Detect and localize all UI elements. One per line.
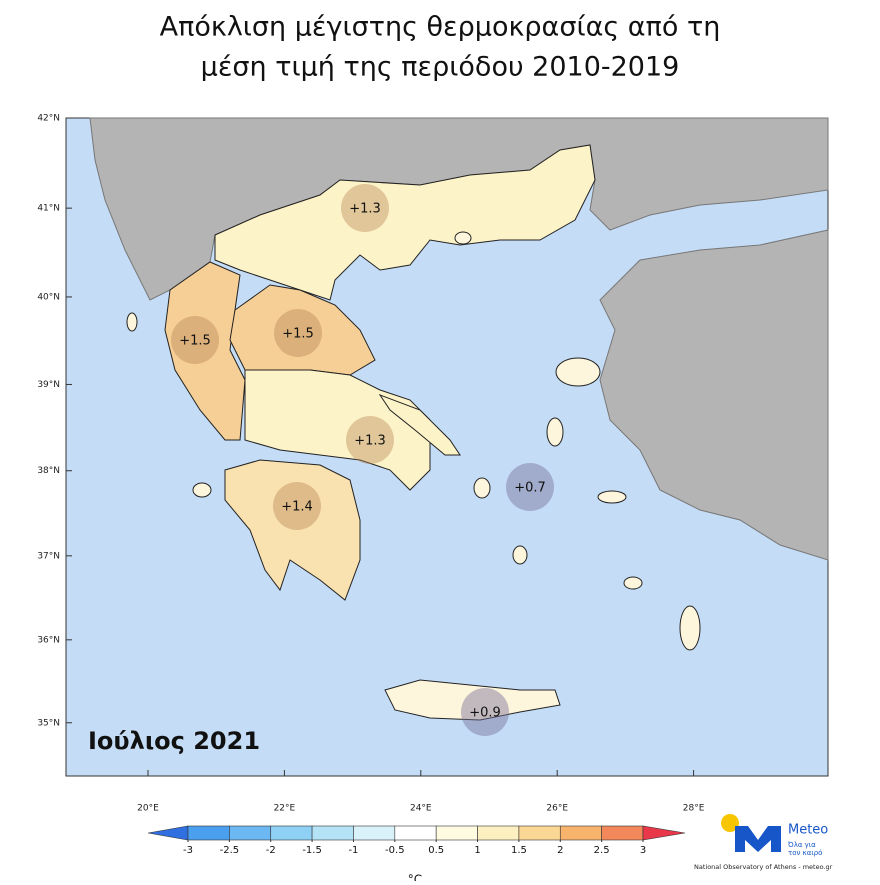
region-label: +1.4 bbox=[281, 500, 313, 515]
lat-tick-label: 41°N bbox=[37, 204, 60, 214]
colorbar-tick-label: -0.5 bbox=[385, 845, 405, 856]
colorbar-bin bbox=[270, 825, 313, 841]
logo-sun bbox=[721, 814, 739, 832]
colorbar-bin bbox=[394, 825, 437, 841]
island bbox=[512, 545, 528, 565]
peloponnese bbox=[224, 459, 361, 601]
colorbar-tick-label: -1.5 bbox=[302, 845, 322, 856]
logo-m bbox=[735, 826, 781, 852]
title-line: μέση τιμή της περιόδου 2010-2019 bbox=[201, 52, 680, 83]
logo-slogan: τον καιρό bbox=[788, 849, 822, 857]
colorbar-unit: °C bbox=[408, 873, 422, 882]
region-bubble bbox=[506, 463, 554, 511]
colorbar: -3 -2.5 -2 -1.5 -1 -0.5 0.5 1 1.5 2 2.5 3 °C bbox=[147, 825, 686, 885]
colorbar-bin bbox=[229, 825, 272, 841]
island bbox=[473, 477, 491, 499]
island bbox=[623, 576, 643, 590]
logo: Meteo Όλα για τον καιρό National Observa… bbox=[694, 814, 833, 871]
region-label: +1.5 bbox=[179, 334, 211, 349]
logo-slogan: Όλα για bbox=[787, 841, 816, 849]
colorbar-bin bbox=[435, 825, 478, 841]
colorbar-tick-label: -2.5 bbox=[220, 845, 240, 856]
colorbar-tick-label: -1 bbox=[348, 845, 358, 856]
colorbar-tick-label: 1.5 bbox=[511, 845, 527, 856]
island bbox=[546, 417, 564, 447]
region-bubble bbox=[461, 688, 509, 736]
region-label: +1.3 bbox=[349, 202, 381, 217]
colorbar-bin bbox=[353, 825, 396, 841]
colorbar-bin bbox=[601, 825, 644, 841]
region-label: +0.7 bbox=[514, 481, 546, 496]
colorbar-bin bbox=[559, 825, 602, 841]
colorbar-bin bbox=[518, 825, 561, 841]
lat-tick-label: 38°N bbox=[37, 466, 60, 476]
lat-tick-label: 39°N bbox=[37, 380, 60, 390]
island bbox=[192, 482, 212, 498]
island bbox=[555, 357, 601, 387]
lon-tick-label: 26°E bbox=[546, 804, 568, 814]
lat-tick-label: 42°N bbox=[37, 114, 60, 124]
region-label: +1.5 bbox=[282, 327, 314, 342]
island bbox=[679, 605, 701, 651]
logo-credit: National Observatory of Athens - meteo.g… bbox=[694, 863, 833, 871]
lat-tick-label: 35°N bbox=[37, 718, 60, 728]
thessaly bbox=[229, 284, 376, 376]
island bbox=[597, 490, 627, 504]
region-bubble bbox=[274, 309, 322, 357]
lon-tick-label: 22°E bbox=[274, 804, 296, 814]
island bbox=[126, 312, 138, 332]
colorbar-tick-label: 3 bbox=[640, 845, 646, 856]
colorbar-tick-label: 2.5 bbox=[594, 845, 610, 856]
lat-tick-label: 40°N bbox=[37, 292, 60, 302]
logo-name: Meteo bbox=[788, 823, 828, 838]
colorbar-bin bbox=[311, 825, 354, 841]
region-bubble bbox=[273, 482, 321, 530]
colorbar-tick-label: 1 bbox=[474, 845, 480, 856]
colorbar-tick-label: 0.5 bbox=[428, 845, 444, 856]
colorbar-tick-label: -2 bbox=[266, 845, 276, 856]
island bbox=[454, 231, 472, 245]
colorbar-bin bbox=[477, 825, 520, 841]
lat-tick-label: 36°N bbox=[37, 635, 60, 645]
colorbar-tick-label: 2 bbox=[557, 845, 563, 856]
neighbor-land bbox=[599, 229, 829, 561]
region-bubble bbox=[341, 184, 389, 232]
lon-tick-label: 28°E bbox=[683, 804, 705, 814]
colorbar-end bbox=[642, 825, 686, 841]
colorbar-tick-label: -3 bbox=[183, 845, 193, 856]
euboea bbox=[378, 393, 461, 456]
period-label: Ιούλιος 2021 bbox=[88, 727, 260, 755]
lat-tick-label: 37°N bbox=[37, 551, 60, 561]
axes: 42°N 41°N 40°N 39°N 38°N 37°N 36°N 35°N 20°E 22°E… bbox=[37, 114, 704, 814]
title-line: Απόκλιση μέγιστης θερμοκρασίας από τη bbox=[160, 12, 721, 43]
region-label: +1.3 bbox=[354, 434, 386, 449]
region-bubble bbox=[346, 416, 394, 464]
region-bubble bbox=[171, 316, 219, 364]
lon-tick-label: 20°E bbox=[137, 804, 159, 814]
colorbar-bin bbox=[187, 825, 230, 841]
region-label: +0.9 bbox=[469, 706, 501, 721]
map: Ιούλιος 2021 bbox=[65, 117, 829, 777]
epirus bbox=[164, 261, 246, 441]
colorbar-end bbox=[147, 825, 189, 841]
crete bbox=[384, 679, 561, 721]
lon-tick-label: 24°E bbox=[410, 804, 432, 814]
